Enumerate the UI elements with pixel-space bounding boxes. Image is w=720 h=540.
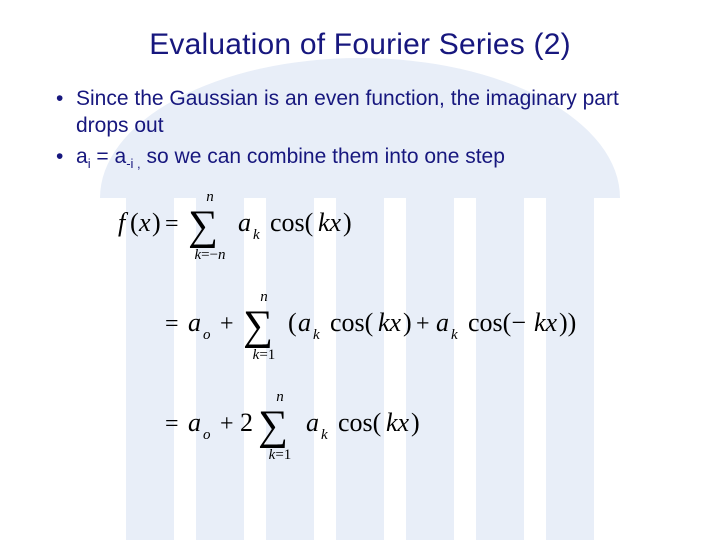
svg-text:k: k: [321, 427, 328, 443]
equation-block: f ( x ) = n ∑ k=−n a k cos( kx ): [108, 181, 658, 481]
svg-text:f: f: [118, 208, 129, 237]
svg-text:kx: kx: [534, 308, 558, 337]
svg-text:)): )): [559, 308, 576, 337]
svg-text:kx: kx: [386, 408, 410, 437]
svg-text:kx: kx: [378, 308, 402, 337]
svg-text:o: o: [203, 427, 211, 443]
svg-text:a: a: [238, 208, 251, 237]
eq-line-1: f ( x ) = n ∑ k=−n a k cos( kx ): [118, 189, 352, 263]
svg-text:=: =: [165, 311, 179, 337]
slide-title: Evaluation of Fourier Series (2): [48, 28, 672, 62]
svg-text:cos(: cos(: [270, 208, 313, 237]
svg-text:kx: kx: [318, 208, 342, 237]
svg-text:a: a: [188, 308, 201, 337]
svg-text:x: x: [138, 208, 151, 237]
svg-text:∑: ∑: [243, 303, 273, 349]
svg-text:): ): [411, 408, 420, 437]
svg-text:k: k: [253, 227, 260, 243]
svg-text:=: =: [165, 211, 179, 237]
eq-line-3: = a o + 2 n ∑ k=1 a k cos( kx ): [165, 389, 420, 463]
svg-text:k=−n: k=−n: [194, 247, 225, 263]
eq-line-2: = a o + n ∑ k=1 ( a k cos( kx ) + a: [165, 289, 576, 363]
svg-text:+: +: [416, 311, 430, 337]
svg-text:): ): [152, 208, 161, 237]
svg-text:(: (: [130, 208, 139, 237]
svg-text:cos(: cos(: [330, 308, 373, 337]
svg-text:a: a: [436, 308, 449, 337]
bullet-list: Since the Gaussian is an even function, …: [48, 86, 672, 171]
svg-text:k=1: k=1: [253, 347, 276, 363]
svg-text:cos(: cos(: [338, 408, 381, 437]
svg-text:o: o: [203, 327, 211, 343]
svg-text:): ): [403, 308, 412, 337]
svg-text:=: =: [165, 411, 179, 437]
svg-text:cos(−: cos(−: [468, 308, 526, 337]
svg-text:(: (: [288, 308, 297, 337]
svg-text:+: +: [220, 411, 234, 437]
svg-text:∑: ∑: [188, 203, 218, 249]
bullet-item: ai = a-i , so we can combine them into o…: [56, 144, 672, 171]
svg-text:a: a: [298, 308, 311, 337]
svg-text:a: a: [188, 408, 201, 437]
svg-text:): ): [343, 208, 352, 237]
svg-text:∑: ∑: [258, 403, 288, 449]
svg-text:2: 2: [240, 408, 253, 437]
bullet-item: Since the Gaussian is an even function, …: [56, 86, 672, 140]
svg-text:k: k: [313, 327, 320, 343]
svg-text:k: k: [451, 327, 458, 343]
svg-text:+: +: [220, 311, 234, 337]
svg-text:a: a: [306, 408, 319, 437]
svg-text:k=1: k=1: [269, 447, 292, 463]
